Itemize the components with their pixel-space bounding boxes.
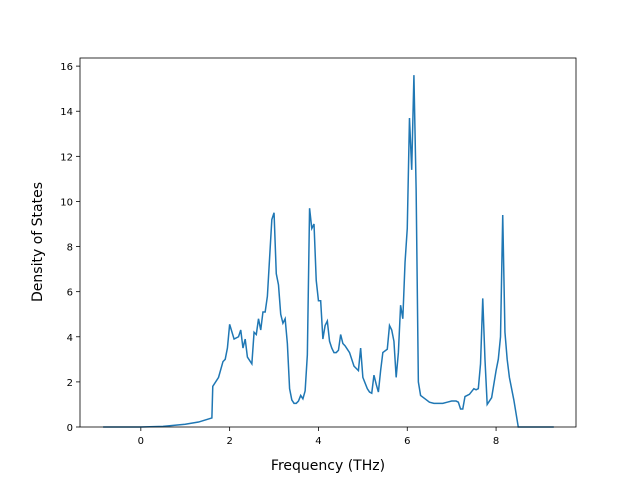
plot-frame (79, 57, 577, 428)
y-tick-label: 2 (67, 378, 73, 389)
x-tick-label: 6 (404, 436, 410, 447)
y-tick-label: 12 (60, 152, 73, 163)
y-axis-label: Density of States (30, 182, 46, 302)
dos-line (103, 75, 554, 428)
y-tick-label: 14 (60, 107, 73, 118)
y-tick-label: 4 (67, 333, 73, 344)
y-tick-label: 16 (60, 62, 73, 73)
y-tick-label: 8 (67, 243, 73, 254)
y-tick-label: 0 (67, 423, 73, 434)
y-tick-label: 6 (67, 288, 73, 299)
x-tick-label: 4 (315, 436, 321, 447)
x-tick-label: 2 (226, 436, 232, 447)
x-tick-label: 0 (138, 436, 144, 447)
x-tick-label: 8 (493, 436, 499, 447)
x-axis-label: Frequency (THz) (271, 458, 385, 474)
y-tick-label: 10 (60, 197, 73, 208)
